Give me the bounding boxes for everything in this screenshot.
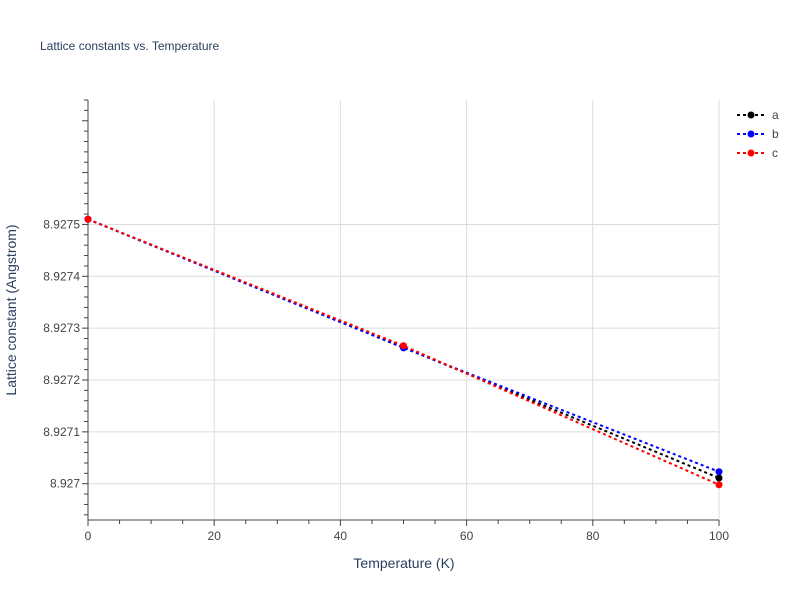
y-tick-label: 8.9272 (43, 373, 80, 387)
legend-item-b[interactable]: b (737, 127, 779, 141)
data-point-c (84, 215, 92, 223)
legend-item-a[interactable]: a (737, 108, 779, 122)
y-tick-label: 8.927 (50, 477, 80, 491)
chart-title: Lattice constants vs. Temperature (40, 39, 220, 53)
x-tick-label: 40 (334, 529, 348, 543)
data-point-c (715, 481, 723, 489)
legend-item-c[interactable]: c (737, 146, 778, 160)
x-axis-title: Temperature (K) (353, 555, 454, 571)
legend-marker-b (747, 130, 755, 138)
y-tick-label: 8.9275 (43, 217, 80, 231)
legend-label-b: b (772, 127, 779, 141)
x-tick-label: 0 (85, 529, 92, 543)
legend[interactable]: abc (737, 108, 779, 160)
x-tick-label: 80 (586, 529, 600, 543)
data-point-b (715, 468, 723, 476)
x-tick-label: 100 (709, 529, 729, 543)
y-axis-title: Lattice constant (Angstrom) (3, 224, 19, 395)
series-layer (84, 215, 723, 489)
x-tick-label: 60 (460, 529, 474, 543)
legend-label-c: c (772, 146, 778, 160)
y-tick-label: 8.9273 (43, 321, 80, 335)
grid-layer (88, 100, 720, 520)
series-line-b (87, 218, 720, 473)
legend-marker-a (747, 111, 755, 119)
data-point-c (400, 342, 407, 350)
legend-marker-c (747, 149, 755, 157)
x-tick-label: 20 (208, 529, 222, 543)
series-line-c (87, 218, 720, 486)
axes-layer: 0 20 40 60 80 100 8.927 8.9271 8.9272 8.9273 8.927… (43, 99, 729, 543)
y-tick-label: 8.9271 (43, 425, 80, 439)
y-tick-label: 8.9274 (43, 269, 80, 283)
legend-label-a: a (772, 108, 779, 122)
data-point-a (715, 474, 723, 482)
